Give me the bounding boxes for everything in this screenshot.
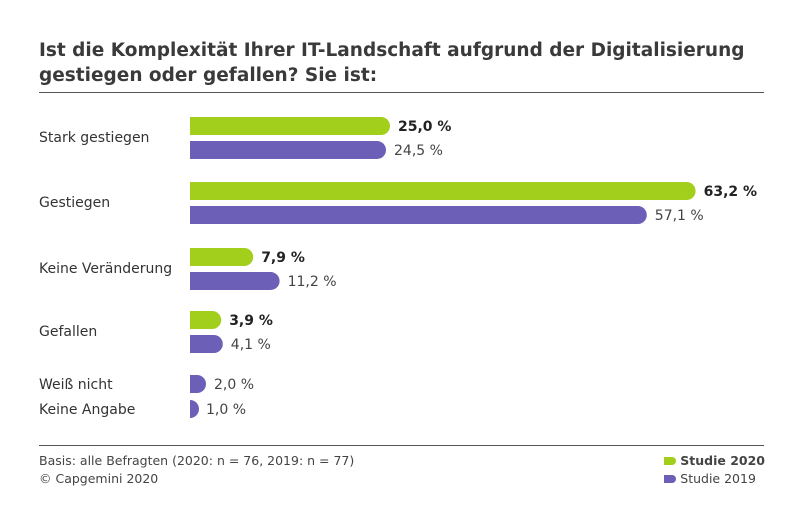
footer-divider: [39, 445, 764, 446]
data-label-2019: 57,1 %: [655, 208, 704, 224]
data-label-2020: 7,9 %: [261, 250, 305, 266]
bar-2020: [190, 117, 390, 135]
bar-2020: [190, 182, 696, 200]
bar-2019: [190, 141, 386, 159]
footer-copyright: © Capgemini 2020: [39, 471, 159, 486]
bar-2019: [190, 206, 647, 224]
legend-label-2020: Studie 2020: [680, 453, 765, 468]
bar-2019: [190, 400, 199, 418]
legend-item-2020: Studie 2020: [664, 452, 765, 470]
legend-item-2019: Studie 2019: [664, 470, 765, 488]
bar-2019: [190, 335, 223, 353]
category-label: Keine Angabe: [39, 402, 135, 418]
legend-label-2019: Studie 2019: [680, 471, 756, 486]
category-label: Gestiegen: [39, 195, 110, 211]
data-label-2019: 1,0 %: [206, 402, 246, 418]
legend: Studie 2020 Studie 2019: [664, 452, 765, 488]
category-label: Stark gestiegen: [39, 130, 149, 146]
footer: Basis: alle Befragten (2020: n = 76, 201…: [39, 452, 354, 488]
data-label-2019: 4,1 %: [231, 337, 271, 353]
data-label-2020: 3,9 %: [229, 313, 273, 329]
category-label: Weiß nicht: [39, 377, 113, 393]
chart-title: Ist die Komplexität Ihrer IT-Landschaft …: [39, 38, 769, 88]
bar-2020: [190, 311, 222, 329]
bar-2019: [190, 375, 206, 393]
data-label-2020: 25,0 %: [398, 119, 451, 135]
category-label: Keine Veränderung: [39, 261, 172, 277]
bar-2020: [190, 248, 254, 266]
title-divider: [39, 92, 764, 93]
data-label-2019: 24,5 %: [394, 143, 443, 159]
chart-title-line-1: Ist die Komplexität Ihrer IT-Landschaft …: [39, 40, 745, 61]
bar-2019: [190, 272, 280, 290]
data-label-2020: 63,2 %: [704, 184, 757, 200]
category-label: Gefallen: [39, 324, 97, 340]
chart-title-line-2: gestiegen oder gefallen? Sie ist:: [39, 65, 378, 86]
legend-swatch-2020: [664, 457, 677, 465]
bar-chart: Stark gestiegen 25,0 % 24,5 % Gestiegen 63,2…: [39, 117, 757, 418]
data-label-2019: 11,2 %: [288, 274, 337, 290]
data-label-2019: 2,0 %: [214, 377, 254, 393]
legend-swatch-2019: [664, 475, 677, 483]
footer-basis: Basis: alle Befragten (2020: n = 76, 201…: [39, 453, 355, 468]
